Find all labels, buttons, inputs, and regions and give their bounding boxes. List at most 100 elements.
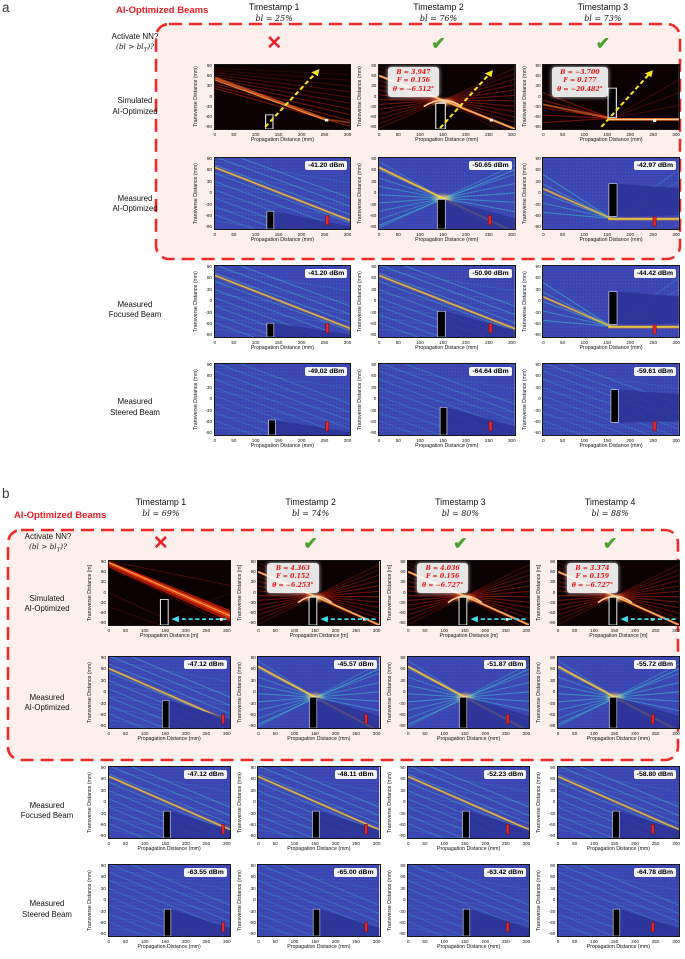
x-tick: 200 xyxy=(462,437,470,443)
x-tick: 0 xyxy=(107,730,111,736)
row-label: Measured Steered Beam xyxy=(0,860,86,959)
y-tick: 0 xyxy=(373,190,377,196)
y-tick: 0 xyxy=(538,298,541,304)
y-axis: Transverse Distance (mm) 90 60 30 0 -30 -60 -90 xyxy=(192,362,214,436)
x-tick: 300 xyxy=(672,339,680,345)
y-tick: 60 xyxy=(535,73,541,79)
x-tick: 300 xyxy=(672,938,680,944)
x-tick: 250 xyxy=(320,231,329,237)
y-tick: 90 xyxy=(550,559,556,564)
y-tick: 90 xyxy=(206,264,212,269)
row-label-line: Simulated xyxy=(29,593,65,603)
x-tick: 50 xyxy=(231,339,237,345)
x-axis-ticks: 0 50 100 150 200 250 300 xyxy=(407,729,530,736)
y-tick: 60 xyxy=(250,569,256,575)
annotation-line: θ = −6.727° xyxy=(571,582,614,590)
power-reading-badge: -47.12 dBm xyxy=(184,660,227,669)
simulated-beam-plot: Transverse Distance (mm) 90 60 30 0 -30 -60 -90… xyxy=(521,60,685,153)
x-tick: 200 xyxy=(331,730,340,736)
x-tick: 50 xyxy=(560,339,566,345)
y-tick: 30 xyxy=(100,787,106,793)
x-tick: 50 xyxy=(422,730,428,736)
y-axis-ticks: 90 60 30 0 -30 -60 -90 xyxy=(364,63,378,130)
y-tick: -60 xyxy=(369,320,377,326)
x-axis-label: Propagation Distance (mm) xyxy=(287,736,351,743)
y-axis-label: Transverse Distance (mm) xyxy=(357,66,364,128)
x-axis-ticks: 0 50 100 150 200 250 300 xyxy=(108,626,231,633)
heatmap-area: -41.20 dBm xyxy=(213,157,352,230)
y-axis: Transverse Distance (mm) 90 60 30 0 -30 -60 -90 xyxy=(86,765,108,839)
x-tick: 0 xyxy=(407,730,410,736)
x-tick: 50 xyxy=(122,627,129,633)
x-tick: 250 xyxy=(352,938,360,944)
x-axis-ticks: 0 50 100 150 200 250 300 xyxy=(557,839,680,846)
row-label-line: Steered Beam xyxy=(22,909,72,919)
y-axis: Transverse Distance (mm) 90 60 30 0 -30 -60 -90 xyxy=(356,156,378,230)
beam-parameters-annotation: B = −3.700 F = 0.177 θ = −20.482° xyxy=(552,67,608,97)
y-tick: 60 xyxy=(100,874,106,880)
x-axis-ticks: 0 50 100 150 200 250 300 xyxy=(557,937,680,944)
x-axis-ticks: 0 50 100 150 200 250 300 xyxy=(557,626,680,633)
x-tick: 200 xyxy=(331,938,340,944)
x-axis-label: Propagation Distance (mm) xyxy=(586,736,650,743)
x-tick: 50 xyxy=(560,437,566,443)
timestamp-header: Timestamp 1 bl = 25% xyxy=(192,0,356,26)
y-axis-label: Transverse Distance (mm) xyxy=(536,662,543,723)
y-axis-ticks: 90 60 30 0 -30 -60 -90 xyxy=(529,362,543,436)
x-tick: 100 xyxy=(416,231,424,237)
power-reading-badge: -47.12 dBm xyxy=(184,770,227,779)
x-tick: 150 xyxy=(610,840,619,846)
y-axis: Transverse Distance (mm) 90 60 30 0 -30 -60 -90 xyxy=(86,863,108,937)
y-tick: 30 xyxy=(250,787,256,793)
x-tick: 0 xyxy=(257,840,260,846)
y-tick: 30 xyxy=(206,384,212,390)
y-tick: 0 xyxy=(402,897,406,903)
x-tick: 0 xyxy=(257,938,260,944)
row-label: Measured Focused Beam xyxy=(0,762,86,860)
y-tick: 30 xyxy=(371,384,377,390)
y-tick: -90 xyxy=(369,332,377,338)
header-spacer xyxy=(0,486,86,530)
power-reading-badge: -51.87 dBm xyxy=(483,660,527,669)
y-tick: -90 xyxy=(99,931,106,937)
x-tick: 150 xyxy=(311,840,319,846)
x-tick: 100 xyxy=(251,231,260,237)
heatmap-area: -42.97 dBm xyxy=(542,157,680,230)
annotation-line: F = 0.156 xyxy=(426,573,460,581)
x-tick: 100 xyxy=(590,938,598,944)
y-tick: 30 xyxy=(400,579,406,585)
x-tick: 250 xyxy=(352,627,360,633)
y-tick: 60 xyxy=(550,569,556,575)
x-tick: 150 xyxy=(311,730,319,736)
x-tick: 100 xyxy=(590,840,598,846)
blockage-level-value: bl = 76% xyxy=(419,13,458,23)
y-tick: 90 xyxy=(100,559,106,564)
y-tick: -60 xyxy=(249,711,256,717)
y-axis: Transverse Distance (mm) 90 60 30 0 -30 -60 -90 xyxy=(236,863,258,937)
x-tick: 250 xyxy=(651,938,660,944)
x-axis-ticks: 0 50 100 150 200 250 300 xyxy=(108,839,231,846)
x-axis-ticks: 0 50 100 150 200 250 300 xyxy=(108,729,231,736)
y-axis-ticks: 90 60 30 0 -30 -60 -90 xyxy=(200,156,214,230)
x-axis-label: Propagation Distance (mm) xyxy=(415,443,479,450)
x-tick: 100 xyxy=(580,131,589,137)
y-axis-label: Transverse Distance (mm) xyxy=(193,66,199,128)
y-tick: -90 xyxy=(548,931,556,937)
y-tick: 60 xyxy=(400,569,406,575)
y-axis-ticks: 90 60 30 0 -30 -60 -90 xyxy=(529,63,543,130)
x-axis-label: Propagation Distance (mm) xyxy=(437,846,501,853)
x-tick: 250 xyxy=(651,840,660,846)
annotation-line: B = −3.700 xyxy=(560,68,600,76)
x-tick: 100 xyxy=(440,840,449,846)
blockage-level-value: bl = 80% xyxy=(441,508,479,518)
y-tick: 60 xyxy=(100,569,106,575)
y-tick: -60 xyxy=(99,919,106,925)
x-axis-ticks: 0 50 100 150 200 250 300 xyxy=(407,626,530,633)
x-tick: 100 xyxy=(251,339,260,345)
y-axis-label: Transverse Distance (mm) xyxy=(357,163,364,224)
y-tick: -30 xyxy=(249,599,256,605)
annotation-line: θ = −20.482° xyxy=(557,86,603,94)
blockage-level-value: bl = 73% xyxy=(584,13,622,23)
y-tick: -30 xyxy=(205,201,212,207)
y-axis-label: Transverse Distance (mm) xyxy=(536,870,543,931)
